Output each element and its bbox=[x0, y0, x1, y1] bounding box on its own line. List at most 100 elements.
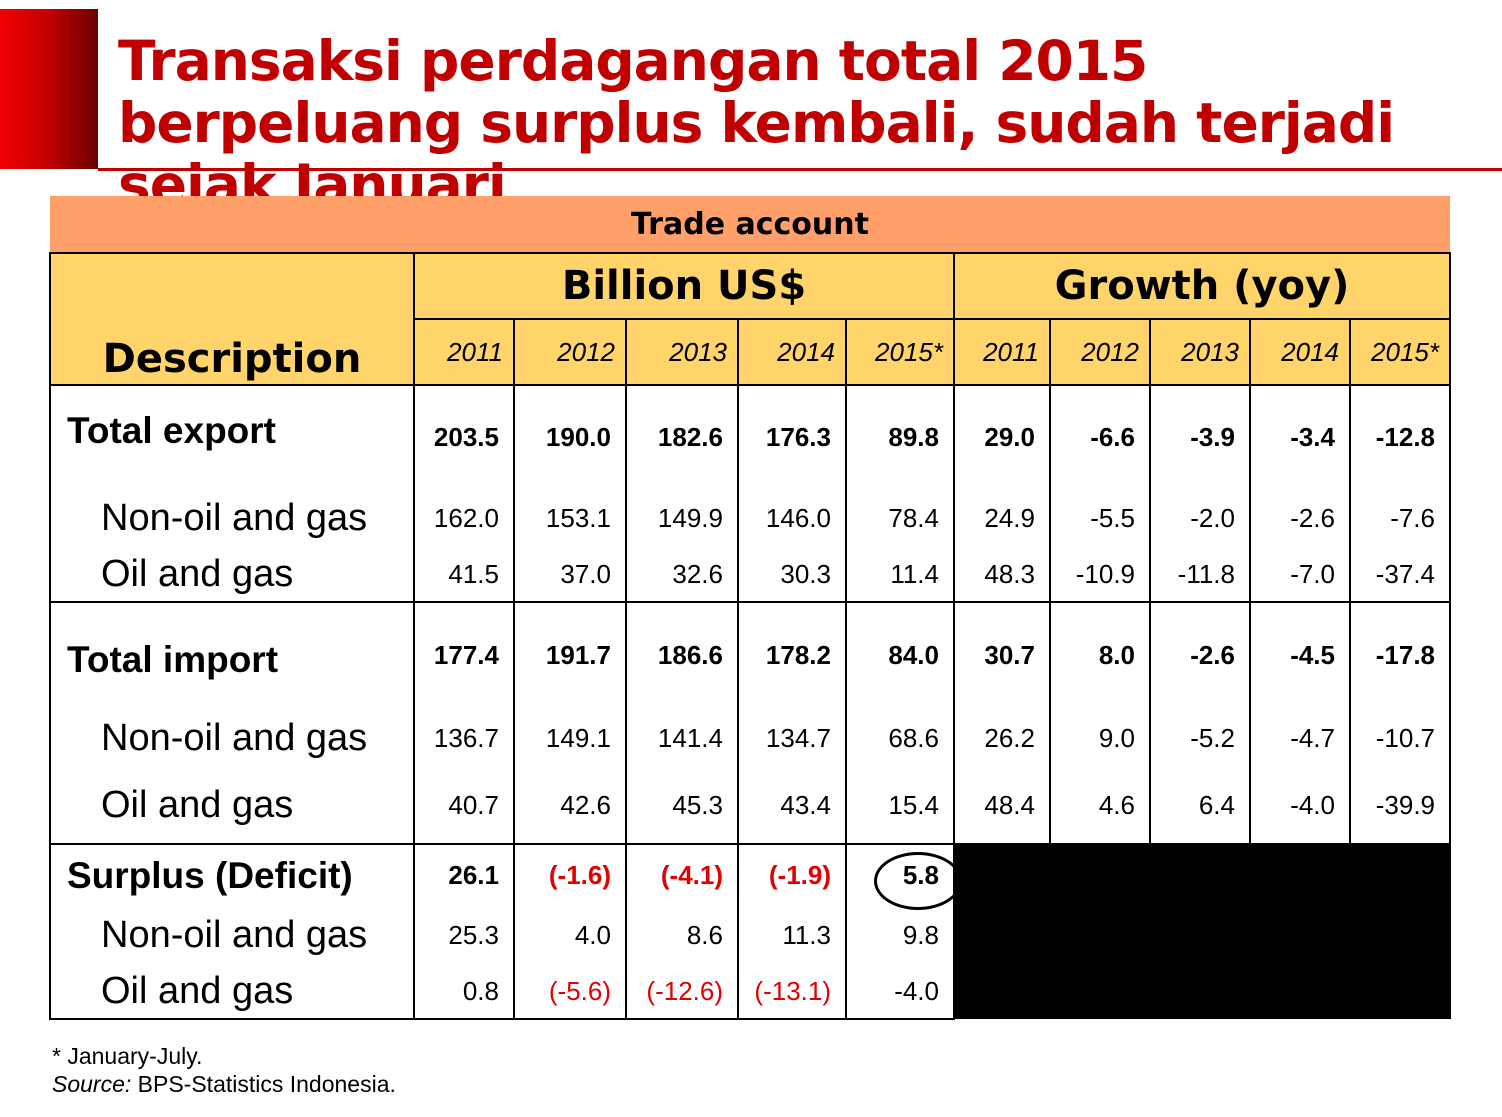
value-cell: 45.3 bbox=[625, 768, 739, 845]
value-cell: 190.0 bbox=[513, 385, 627, 489]
value-cell: -17.8 bbox=[1349, 602, 1451, 708]
billion-group-header: Billion US$ bbox=[413, 252, 955, 320]
value-cell: -2.0 bbox=[1149, 489, 1251, 547]
table-row: Non-oil and gas 136.7 149.1 141.4 134.7 … bbox=[49, 708, 1451, 768]
value-cell: 41.5 bbox=[413, 547, 515, 603]
value-cell: 25.3 bbox=[413, 906, 515, 964]
value-cell: 4.0 bbox=[513, 906, 627, 964]
value-cell: 8.0 bbox=[1049, 602, 1151, 708]
source-text: BPS-Statistics Indonesia. bbox=[131, 1071, 396, 1097]
table-row: Non-oil and gas 162.0 153.1 149.9 146.0 … bbox=[49, 489, 1451, 547]
value-cell: -7.6 bbox=[1349, 489, 1451, 547]
year-header: 2012 bbox=[1049, 318, 1151, 386]
value-cell: -6.6 bbox=[1049, 385, 1151, 489]
value-cell: 178.2 bbox=[737, 602, 847, 708]
table-row: Total import 177.4 191.7 186.6 178.2 84.… bbox=[49, 602, 1451, 708]
value-cell: 40.7 bbox=[413, 768, 515, 845]
title-accent-bar bbox=[0, 9, 98, 169]
highlight-circle bbox=[874, 852, 962, 910]
value-cell: -2.6 bbox=[1149, 602, 1251, 708]
year-header: 2014 bbox=[1249, 318, 1351, 386]
table-row: Non-oil and gas 25.3 4.0 8.6 11.3 9.8 bbox=[49, 906, 1450, 964]
row-label: Oil and gas bbox=[49, 964, 415, 1020]
blacked-out-area bbox=[953, 844, 1451, 1019]
value-cell: (-13.1) bbox=[737, 964, 847, 1020]
value-cell: 176.3 bbox=[737, 385, 847, 489]
value-cell: -3.9 bbox=[1149, 385, 1251, 489]
value-cell: 43.4 bbox=[737, 768, 847, 845]
value-cell: -11.8 bbox=[1149, 547, 1251, 603]
value-cell: -39.9 bbox=[1349, 768, 1451, 845]
value-cell: -4.7 bbox=[1249, 708, 1351, 768]
value-cell: 48.3 bbox=[953, 547, 1051, 603]
footnote: * January-July. bbox=[52, 1043, 203, 1069]
table-row: Oil and gas 40.7 42.6 45.3 43.4 15.4 48.… bbox=[49, 768, 1451, 845]
value-cell: 15.4 bbox=[845, 768, 955, 845]
value-cell: 153.1 bbox=[513, 489, 627, 547]
value-cell: -10.9 bbox=[1049, 547, 1151, 603]
value-cell: 11.3 bbox=[737, 906, 847, 964]
row-label: Oil and gas bbox=[49, 547, 415, 603]
title-divider bbox=[98, 168, 1502, 171]
source-line: Source: BPS-Statistics Indonesia. bbox=[52, 1070, 396, 1098]
value-cell: 84.0 bbox=[845, 602, 955, 708]
row-label: Non-oil and gas bbox=[49, 708, 415, 768]
value-cell: 8.6 bbox=[625, 906, 739, 964]
value-cell: -12.8 bbox=[1349, 385, 1451, 489]
year-header: 2013 bbox=[1149, 318, 1251, 386]
table-notes: * January-July. Source: BPS-Statistics I… bbox=[52, 1042, 396, 1098]
value-cell: 29.0 bbox=[953, 385, 1051, 489]
year-header: 2015* bbox=[1349, 318, 1451, 386]
value-cell: 37.0 bbox=[513, 547, 627, 603]
value-cell: 30.3 bbox=[737, 547, 847, 603]
page-title: Transaksi perdagangan total 2015 berpelu… bbox=[118, 29, 1395, 217]
value-cell: -7.0 bbox=[1249, 547, 1351, 603]
row-label: Non-oil and gas bbox=[49, 489, 415, 547]
value-cell: 191.7 bbox=[513, 602, 627, 708]
row-label: Surplus (Deficit) bbox=[49, 844, 415, 906]
value-cell: (-5.6) bbox=[513, 964, 627, 1020]
value-cell: -5.5 bbox=[1049, 489, 1151, 547]
value-cell: (-4.1) bbox=[625, 844, 739, 906]
value-cell: 149.9 bbox=[625, 489, 739, 547]
table-row: Total export 203.5 190.0 182.6 176.3 89.… bbox=[49, 385, 1451, 489]
value-cell: 0.8 bbox=[413, 964, 515, 1020]
value-cell: 162.0 bbox=[413, 489, 515, 547]
value-cell: 203.5 bbox=[413, 385, 515, 489]
description-header: Description bbox=[49, 252, 415, 386]
value-cell: 32.6 bbox=[625, 547, 739, 603]
value-cell: 9.8 bbox=[845, 906, 955, 964]
value-cell: 78.4 bbox=[845, 489, 955, 547]
year-header: 2014 bbox=[737, 318, 847, 386]
value-cell: 149.1 bbox=[513, 708, 627, 768]
value-cell: (-1.6) bbox=[513, 844, 627, 906]
value-cell: 89.8 bbox=[845, 385, 955, 489]
value-cell: -2.6 bbox=[1249, 489, 1351, 547]
value-cell: (-12.6) bbox=[625, 964, 739, 1020]
value-cell: 134.7 bbox=[737, 708, 847, 768]
value-cell: 4.6 bbox=[1049, 768, 1151, 845]
value-cell: 11.4 bbox=[845, 547, 955, 603]
value-cell: -4.0 bbox=[845, 964, 955, 1020]
growth-group-header: Growth (yoy) bbox=[953, 252, 1451, 320]
value-cell: 146.0 bbox=[737, 489, 847, 547]
row-label: Total import bbox=[49, 602, 415, 708]
value-cell: 48.4 bbox=[953, 768, 1051, 845]
value-cell: 9.0 bbox=[1049, 708, 1151, 768]
year-header: 2012 bbox=[513, 318, 627, 386]
value-cell: 26.2 bbox=[953, 708, 1051, 768]
row-label: Total export bbox=[49, 385, 415, 489]
trade-account-table: Trade account Description Billion US$ Gr… bbox=[49, 196, 1451, 1020]
value-cell: 136.7 bbox=[413, 708, 515, 768]
value-cell: 177.4 bbox=[413, 602, 515, 708]
year-header: 2011 bbox=[953, 318, 1051, 386]
year-header: 2011 bbox=[413, 318, 515, 386]
value-cell: -3.4 bbox=[1249, 385, 1351, 489]
value-cell: -4.0 bbox=[1249, 768, 1351, 845]
value-cell: 42.6 bbox=[513, 768, 627, 845]
value-cell: 186.6 bbox=[625, 602, 739, 708]
year-header: 2013 bbox=[625, 318, 739, 386]
table-row: Oil and gas 0.8 (-5.6) (-12.6) (-13.1) -… bbox=[49, 964, 1450, 1020]
row-label: Oil and gas bbox=[49, 768, 415, 845]
value-text: 5.8 bbox=[902, 860, 939, 890]
